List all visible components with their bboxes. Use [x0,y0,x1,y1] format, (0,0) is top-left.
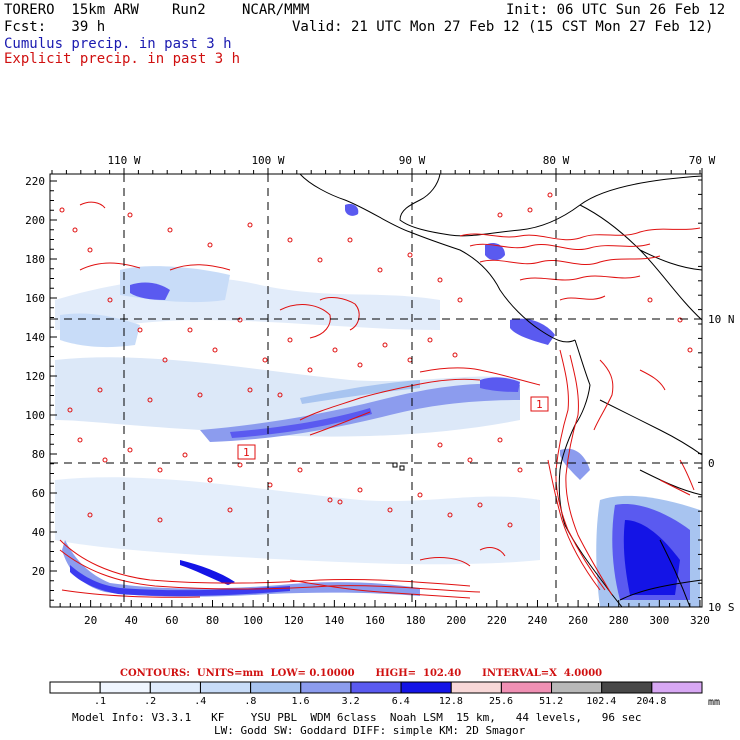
x-tick-label: 120 [284,614,304,627]
longitude-label: 100 W [251,154,284,167]
x-tick-label: 80 [206,614,219,627]
x-tick-label: 240 [528,614,548,627]
latitude-label: 10 N [708,313,735,326]
longitude-label: 80 W [543,154,570,167]
legend-label: 1.6 [291,696,310,707]
axis-labels: 20 40 60 80 100 120 140 160 180 200 220 240 260 280 30… [25,154,734,627]
explicit-precip-label: Explicit precip. in past 3 h [4,51,241,67]
x-tick-label: 140 [324,614,344,627]
model-info-line2: LW: Godd SW: Goddard DIFF: simple KM: 2D… [214,724,526,737]
y-tick-label: 200 [25,214,45,227]
y-tick-label: 140 [25,331,45,344]
contour-info: CONTOURS: UNITS=mm LOW= 0.10000 HIGH= 10… [120,668,603,679]
y-tick-label: 40 [32,526,45,539]
cumulus-precip-label: Cumulus precip. in past 3 h [4,36,232,52]
x-tick-label: 40 [125,614,138,627]
legend-swatch [601,681,653,694]
legend-swatch [300,681,352,694]
valid-time: Valid: 21 UTC Mon 27 Feb 12 (15 CST Mon … [292,19,714,35]
legend-swatch [199,681,252,694]
y-tick-label: 60 [32,487,45,500]
cumulus-precip-field [50,174,702,607]
legend-swatch [651,681,703,694]
x-tick-label: 100 [243,614,263,627]
model-title: TORERO 15km ARW [4,2,139,18]
x-tick-label: 160 [365,614,385,627]
x-tick-label: 180 [406,614,426,627]
contour-label-box-1: 1 [237,444,256,460]
x-tick-label: 320 [690,614,710,627]
y-tick-label: 160 [25,292,45,305]
org-label: NCAR/MMM [242,2,310,18]
axis-ticks [50,168,703,608]
forecast-hour: Fcst: 39 h [4,19,106,35]
legend-label: 3.2 [341,696,360,707]
latitude-label: 0 [708,457,715,470]
y-tick-label: 220 [25,175,45,188]
contour-label-box-2: 1 [530,396,549,412]
legend-label: 6.4 [391,696,410,707]
model-info-line1: Model Info: V3.3.1 KF YSU PBL WDM 6class… [72,711,642,724]
x-tick-label: 260 [568,614,588,627]
legend-swatch [149,681,201,694]
legend-unit: mm [708,697,721,708]
legend-color-bar [49,681,703,694]
legend-swatch [500,681,553,694]
legend-label: .8 [244,696,257,707]
legend-label: 102.4 [586,696,617,707]
y-tick-label: 120 [25,370,45,383]
y-tick-label: 20 [32,565,45,578]
legend-label: 51.2 [539,696,564,707]
x-tick-label: 200 [446,614,466,627]
legend-swatch [551,681,603,694]
map-frame [49,173,703,608]
legend-swatch [350,681,402,694]
legend-swatch [250,681,302,694]
coastlines [299,174,702,607]
longitude-label: 90 W [399,154,426,167]
x-tick-label: 220 [487,614,507,627]
init-time: Init: 06 UTC Sun 26 Feb 12 [506,2,726,18]
longitude-label: 110 W [107,154,140,167]
y-tick-label: 100 [25,409,45,422]
y-tick-label: 80 [32,448,45,461]
x-tick-label: 300 [649,614,669,627]
contour-label-1: 1 [243,446,250,459]
longitude-label: 70 W [689,154,716,167]
legend-swatch [99,681,151,694]
run-label: Run2 [172,2,206,18]
x-tick-label: 280 [609,614,629,627]
lat-lon-grid [50,174,702,607]
latitude-label: 10 S [708,601,735,614]
legend-label: .2 [144,696,157,707]
legend-label: .4 [194,696,207,707]
legend-label: 204.8 [636,696,667,707]
legend-label: 12.8 [438,696,463,707]
x-tick-label: 60 [165,614,178,627]
legend-swatch [450,681,502,694]
x-tick-label: 20 [84,614,97,627]
legend-label: 25.6 [488,696,514,707]
legend-label: .1 [93,696,106,707]
contour-label-2: 1 [536,398,543,411]
y-tick-label: 180 [25,253,45,266]
legend-swatch [400,681,452,694]
explicit-precip-contours [59,192,701,599]
legend-swatch [49,681,101,694]
